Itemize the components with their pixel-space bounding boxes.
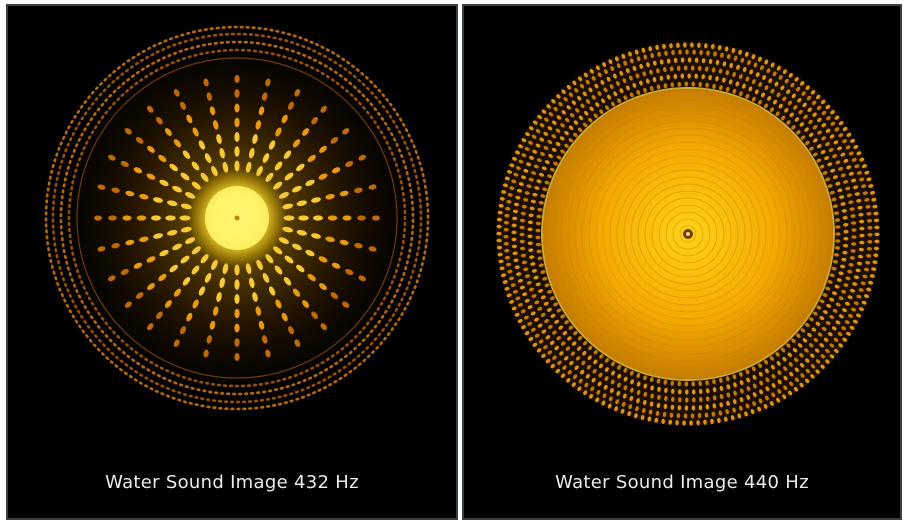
image-caption-432: Water Sound Image 432 Hz	[105, 472, 359, 493]
image-caption-440: Water Sound Image 440 Hz	[555, 472, 809, 493]
cymatic-pattern-440-image	[496, 42, 880, 426]
cymatic-panel-440: Water Sound Image 440 Hz	[462, 4, 902, 520]
cymatic-panel-432: Water Sound Image 432 Hz	[6, 4, 458, 520]
cymatic-pattern-432-image	[37, 18, 437, 418]
